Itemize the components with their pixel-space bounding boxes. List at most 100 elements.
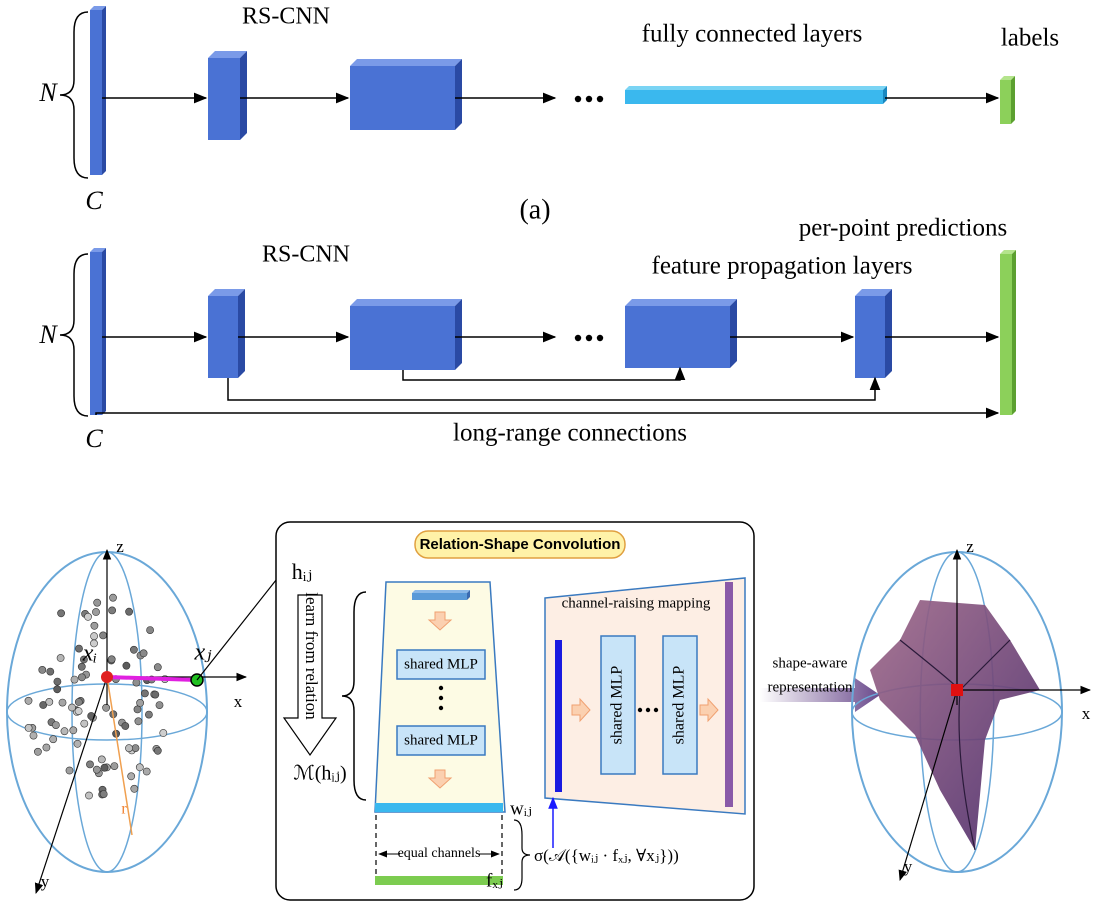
point: [59, 699, 66, 706]
point: [86, 761, 93, 768]
ellipsis-dot: [586, 96, 592, 102]
feature-bar: [375, 876, 503, 885]
n-label: N: [38, 320, 58, 349]
point: [136, 764, 143, 771]
point: [108, 656, 115, 663]
center-point: [951, 684, 963, 696]
ellipsis-dot: [439, 706, 443, 710]
ellipsis-dot: [575, 96, 581, 102]
ellipsis-dot: [597, 96, 603, 102]
axis-label: z: [116, 537, 124, 556]
c-label: C: [85, 186, 103, 215]
point: [111, 763, 118, 770]
axis-label: y: [904, 857, 913, 876]
point: [85, 792, 92, 799]
radius: [107, 677, 132, 835]
point: [160, 729, 167, 736]
point: [94, 599, 101, 606]
point: [128, 773, 135, 780]
point: [133, 679, 140, 686]
caption: (a): [519, 194, 550, 225]
point: [75, 698, 82, 705]
output-label: per-point predictions: [799, 215, 1007, 242]
fc-bar: [625, 90, 883, 104]
point: [154, 747, 161, 754]
input-bar-side: [102, 248, 106, 415]
point: [54, 678, 61, 685]
conv-title: Relation-Shape Convolution: [420, 536, 621, 553]
layer-block: [208, 58, 240, 140]
encoder-label: RS-CNN: [242, 4, 330, 30]
point: [75, 708, 82, 715]
point: [154, 664, 161, 671]
equal-label: equal channels: [398, 846, 481, 861]
layer-block: [855, 296, 885, 378]
ellipsis-dot: [575, 335, 581, 341]
c-label: C: [85, 424, 103, 453]
ellipsis-dot: [439, 686, 443, 690]
point: [34, 748, 41, 755]
ellipsis-dot: [654, 708, 658, 712]
layer-block: [625, 306, 730, 368]
point: [70, 727, 77, 734]
ellipsis-dot: [638, 708, 642, 712]
point: [130, 646, 137, 653]
point: [57, 654, 64, 661]
center-label: xᵢ: [82, 641, 97, 667]
skip-connection: [96, 413, 998, 415]
layer-block: [350, 66, 455, 130]
mlp-label: shared MLP: [404, 732, 478, 748]
output-channel-bar: [725, 582, 733, 807]
point: [125, 745, 132, 752]
layer-block-side: [455, 59, 462, 130]
brace: [60, 254, 88, 416]
axis-label: x: [234, 692, 243, 711]
mlp-label: shared MLP: [404, 656, 478, 672]
shape-surface: [870, 600, 1040, 850]
layer-block-top: [350, 299, 462, 306]
axis-label: y: [41, 872, 50, 891]
zoom-line: [197, 570, 284, 680]
head-label: fully connected layers: [642, 21, 863, 48]
point: [46, 698, 53, 705]
brace: [60, 12, 88, 178]
point: [54, 686, 61, 693]
point: [68, 704, 75, 711]
point: [135, 718, 142, 725]
arrow-label: representation: [768, 679, 853, 695]
point: [52, 722, 59, 729]
point: [122, 722, 129, 729]
layer-block-side: [455, 299, 462, 370]
prediction-bar-side: [1012, 250, 1016, 415]
layer-block-side: [885, 289, 892, 378]
encoder-label: RS-CNN: [262, 242, 350, 268]
input-bar-side: [102, 6, 106, 175]
ellipsis-dot: [646, 708, 650, 712]
point: [91, 622, 98, 629]
point: [132, 745, 139, 752]
point: [66, 767, 73, 774]
decoder-label: feature propagation layers: [652, 253, 913, 280]
ellipsis-dot: [439, 696, 443, 700]
mlp-label: shared MLP: [671, 666, 688, 745]
raising-label: channel-raising mapping: [562, 595, 711, 611]
point: [123, 662, 130, 669]
axis-label: x: [1082, 704, 1091, 723]
center-point: [101, 671, 113, 683]
weight-bar: [375, 803, 503, 812]
point: [92, 608, 99, 615]
n-label: N: [38, 78, 58, 107]
point: [71, 676, 78, 683]
point: [47, 668, 54, 675]
weight-label: wᵢⱼ: [510, 798, 532, 819]
point: [91, 633, 98, 640]
point: [145, 711, 152, 718]
label-bar-side: [1011, 76, 1015, 124]
point: [30, 732, 37, 739]
layer-block: [208, 296, 238, 378]
point: [100, 791, 107, 798]
layer-block-side: [238, 289, 245, 378]
point: [141, 690, 148, 697]
input-bar: [90, 252, 102, 415]
neighbor-label: xⱼ: [194, 640, 213, 666]
